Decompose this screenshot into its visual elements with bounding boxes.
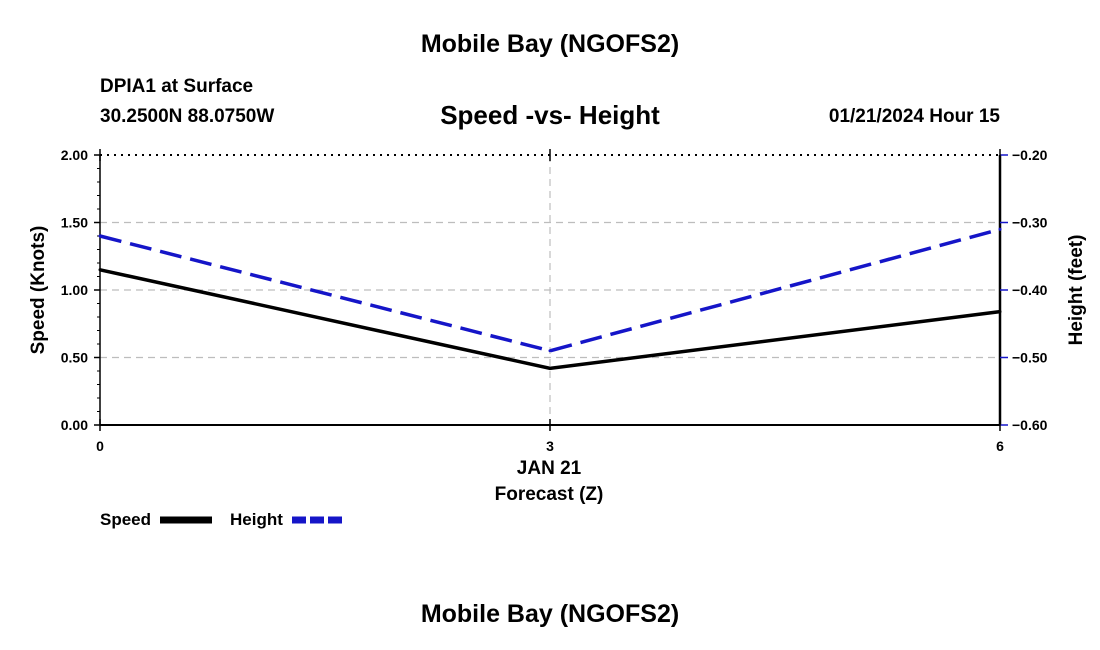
y-axis-left-label: Speed (Knots) [28,226,49,355]
legend: Speed Height [100,510,342,529]
data-point-height [998,227,1002,231]
y-right-tick-label: −0.60 [1012,417,1048,433]
data-point-speed [998,310,1002,314]
y-right-tick-label: −0.40 [1012,282,1048,298]
y-right-tick-label: −0.30 [1012,215,1048,231]
legend-label-height: Height [230,510,283,529]
x-tick-label: 0 [96,438,104,454]
axes-layer: 0.00 0.50 1.00 1.50 2.00 −0.60 −0.50 −0.40 −0.30… [61,147,1048,454]
chart-subtitle: Speed -vs- Height [440,100,660,130]
x-axis-label: Forecast (Z) [495,484,604,505]
data-point-height [548,349,552,353]
data-point-speed [548,366,552,370]
legend-label-speed: Speed [100,510,151,529]
y-left-tick-label: 1.50 [61,215,88,231]
x-tick-label: 3 [546,438,554,454]
x-date-label: JAN 21 [517,458,582,479]
station-coords: 30.2500N 88.0750W [100,106,275,127]
footer-title: Mobile Bay (NGOFS2) [420,600,680,628]
page-title: Mobile Bay (NGOFS2) [420,30,680,58]
series-layer [98,227,1002,371]
y-left-tick-label: 0.00 [61,417,88,433]
y-left-tick-label: 2.00 [61,147,88,163]
data-point-height [98,234,102,238]
y-right-tick-label: −0.20 [1012,147,1048,163]
data-point-speed [98,268,102,272]
grid-layer [100,155,1000,425]
labels-layer: JAN 21 Forecast (Z) Speed (Knots) Height… [28,226,1087,505]
x-tick-label: 6 [996,438,1004,454]
forecast-datetime: 01/21/2024 Hour 15 [828,106,1000,127]
y-left-tick-label: 1.00 [61,282,88,298]
y-left-tick-label: 0.50 [61,350,88,366]
station-label: DPIA1 at Surface [100,76,254,97]
series-line-height [99,227,1001,353]
y-axis-right-label: Height (feet) [1066,235,1087,346]
y-right-tick-label: −0.50 [1012,350,1048,366]
